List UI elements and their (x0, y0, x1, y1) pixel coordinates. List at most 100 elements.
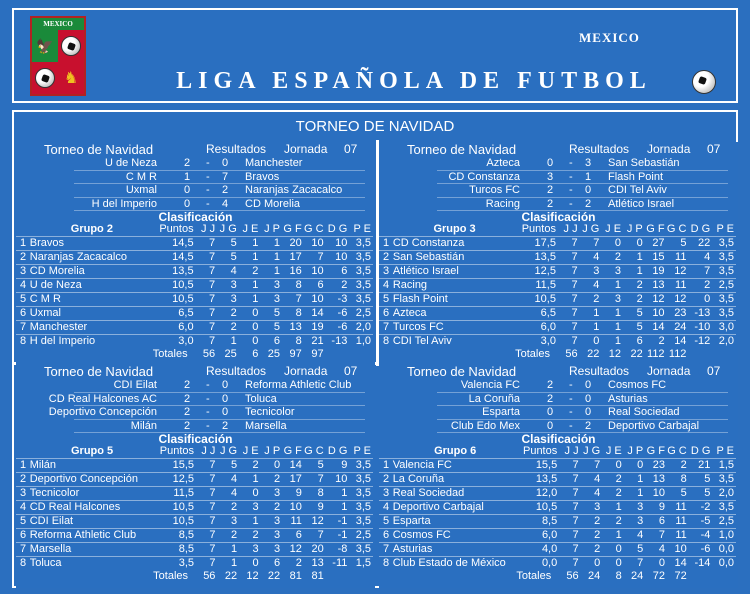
total-gf: 112 (647, 348, 665, 361)
stat-jj: 7 (193, 320, 216, 335)
total-jg: 25 (224, 348, 237, 361)
home-team: Esparta (482, 406, 520, 418)
row-underline (74, 196, 365, 198)
results-label: Resultados (569, 364, 630, 378)
row-underline (437, 405, 728, 406)
stat-pts: 8,5 (517, 514, 558, 529)
stat-gf: 9 (280, 486, 302, 501)
stat-gc: 10 (301, 264, 324, 279)
position: 7 (379, 542, 393, 557)
stat-je: 0 (236, 306, 259, 321)
stat-gf: 14 (280, 458, 302, 473)
home-team: C M R (125, 170, 157, 183)
group-name: Grupo 2 (70, 223, 113, 235)
row-underline (437, 391, 728, 393)
stat-pts: 13,5 (517, 472, 558, 487)
country-label: MEXICO (579, 30, 640, 45)
stat-pe: 2,5 (710, 514, 736, 529)
tournament-name: Torneo de Navidad (407, 364, 517, 379)
team-name: CDI Eilat (29, 514, 155, 529)
position: 6 (16, 528, 30, 543)
jornada-number: 07 (707, 142, 721, 156)
table-row: 1 Valencia FC 15,5 7 7 0 0 23 2 21 1,5 (379, 458, 736, 473)
table-row: 7 Marsella 8,5 7 1 3 3 12 20 -8 3,5 (16, 542, 373, 557)
column-header: D G (690, 445, 711, 457)
stat-je: 1 (236, 292, 259, 307)
stat-dg: 4 (686, 250, 711, 265)
column-header: G F (283, 445, 302, 457)
stat-jj: 7 (555, 236, 578, 251)
stat-jg: 4 (215, 264, 237, 279)
match-row: CD Constanza 3 -1 Flash Point (379, 171, 738, 184)
jornada-label: Jornada (284, 364, 328, 378)
stat-gf: 23 (643, 458, 665, 473)
stat-jg: 0 (578, 556, 601, 570)
position: 5 (379, 292, 393, 307)
table-row: 1 Milán 15,5 7 5 2 0 14 5 9 3,5 (16, 458, 373, 473)
home-score: 2 (184, 419, 191, 432)
stat-gc: 21 (301, 334, 324, 348)
stat-gf: 2 (642, 334, 665, 348)
home-team: Uxmal (125, 184, 157, 196)
stat-gc: 14 (664, 556, 687, 570)
stat-jg: 5 (215, 236, 237, 251)
team-name: Club Estado de México (392, 556, 518, 570)
stat-je: 1 (236, 250, 259, 265)
column-header: G F (283, 223, 302, 235)
table-row: 6 Reforma Athletic Club 8,5 7 2 2 3 6 7 -1 2,5 (16, 528, 373, 543)
team-name: Naranjas Zacacalco (29, 250, 154, 265)
header-panel: MEXICO 🦅 ♞ MEXICO LIGA ESPAÑOLA DE FUTBO… (12, 8, 738, 103)
table-row: 2 La Coruña 13,5 7 4 2 1 13 8 5 3,5 (379, 472, 736, 487)
stat-gc: 10 (301, 292, 324, 307)
position: 8 (16, 334, 30, 348)
table-row: 7 Asturias 4,0 7 2 0 5 4 10 -6 0,0 (379, 542, 736, 557)
table-row: 5 CDI Eilat 10,5 7 3 1 3 11 12 -1 3,5 (16, 514, 373, 529)
total-jp: 22 (630, 348, 643, 361)
tournament-name: Torneo de Navidad (44, 142, 154, 157)
stat-je: 2 (237, 528, 259, 543)
total-gc: 97 (311, 348, 324, 361)
stat-jp: 5 (621, 306, 643, 321)
row-underline (74, 169, 365, 171)
stat-pts: 6,0 (516, 320, 556, 335)
stat-jj: 7 (557, 472, 579, 487)
row-underline (437, 210, 728, 211)
table-row: 8 CDI Tel Aviv 3,0 7 0 1 6 2 14 -12 2,0 (379, 334, 736, 348)
tournament-name: Torneo de Navidad (407, 142, 517, 157)
stat-je: 2 (600, 472, 622, 487)
home-team: Club Edo Mex (450, 419, 520, 432)
stat-gf: 10 (642, 306, 665, 321)
group-name: Grupo 3 (433, 223, 476, 235)
position: 5 (16, 292, 30, 307)
stat-gc: 7 (301, 250, 324, 265)
team-name: CD Morelia (29, 264, 154, 279)
column-header: J E (242, 223, 259, 235)
score-separator: - (206, 406, 210, 418)
stat-gc: 11 (664, 278, 687, 293)
totals-row: Totales 56 22 12 22 112 112 (379, 348, 736, 362)
stat-dg: 1 (323, 486, 348, 501)
match-row: H del Imperio 0 -4 CD Morelia (16, 198, 375, 211)
score-separator: - (569, 392, 573, 405)
position: 1 (16, 458, 30, 473)
stat-dg: -13 (686, 306, 711, 321)
table-row: 2 Naranjas Zacacalco 14,5 7 5 1 1 17 7 10 3,5 (16, 250, 373, 265)
stat-dg: 2 (323, 278, 348, 293)
jornada-label: Jornada (647, 364, 691, 378)
results-list: CDI Eilat 2-0 Reforma Athletic Club CD Real… (16, 379, 375, 433)
stat-gc: 2 (664, 458, 687, 473)
stat-je: 0 (236, 334, 259, 348)
home-score: 0 (547, 157, 554, 169)
stat-jp: 1 (621, 250, 643, 265)
stat-dg: 1 (323, 500, 348, 515)
stat-jj: 7 (557, 458, 579, 473)
stat-jp: 2 (258, 472, 281, 487)
stat-jp: 1 (258, 264, 280, 279)
stat-dg: -6 (323, 320, 348, 335)
away-team: Toluca (245, 392, 277, 405)
column-header: J G (582, 223, 600, 235)
stat-je: 1 (599, 306, 622, 321)
stat-je: 2 (236, 264, 259, 279)
stat-jp: 5 (258, 320, 280, 335)
stat-jg: 2 (578, 528, 601, 543)
